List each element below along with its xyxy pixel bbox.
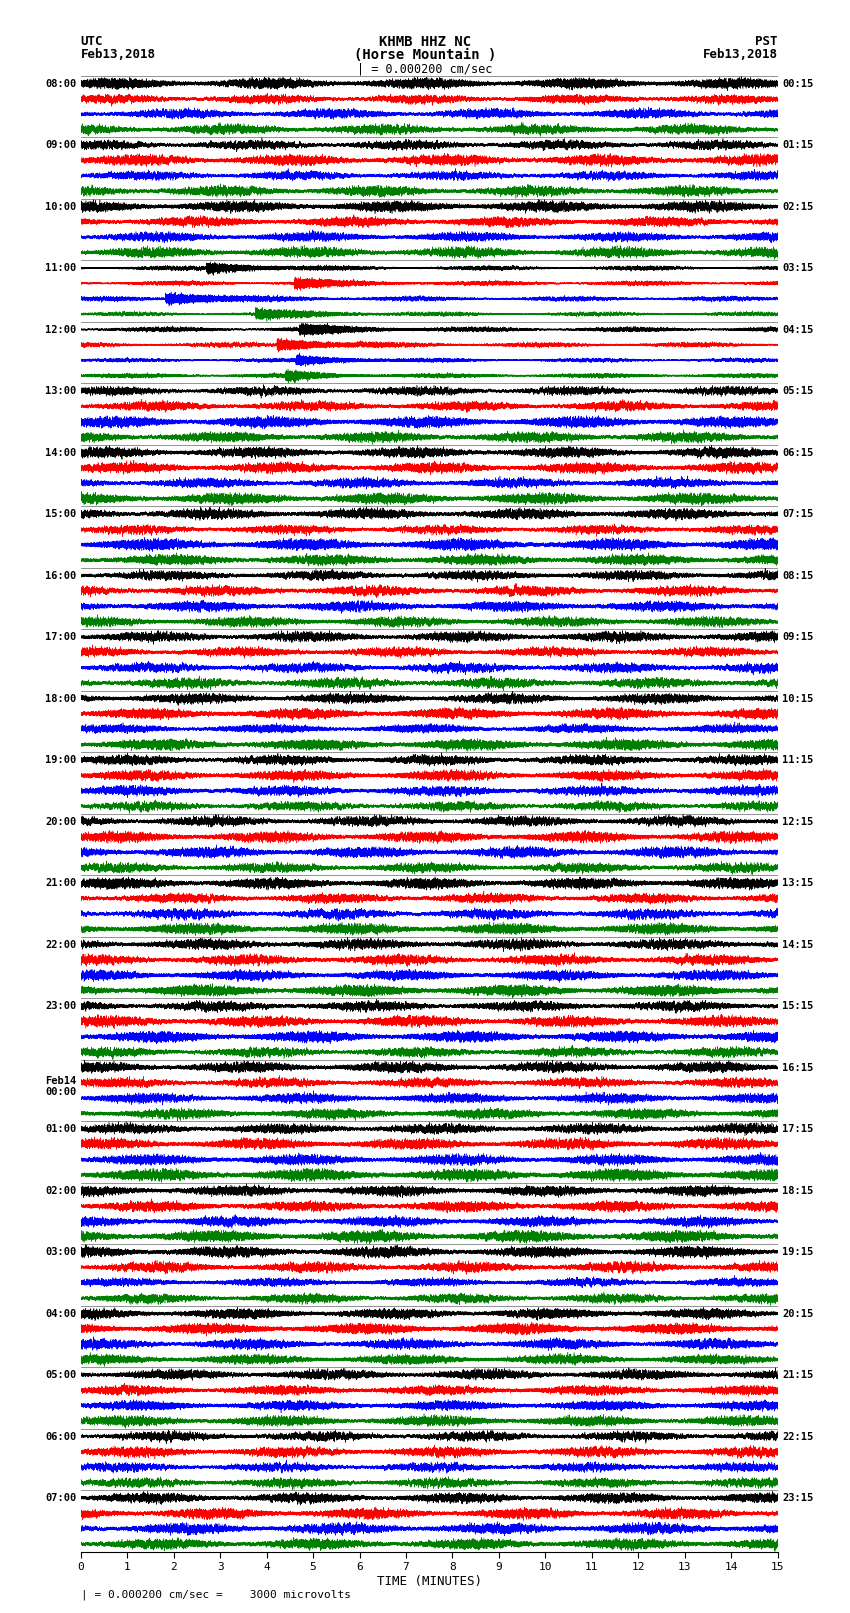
Text: 05:15: 05:15 — [782, 386, 813, 397]
Text: 10:15: 10:15 — [782, 694, 813, 703]
Text: 22:00: 22:00 — [45, 940, 76, 950]
Text: 13:00: 13:00 — [45, 386, 76, 397]
Text: 15:00: 15:00 — [45, 510, 76, 519]
Text: 20:00: 20:00 — [45, 816, 76, 827]
Text: (Horse Mountain ): (Horse Mountain ) — [354, 48, 496, 63]
Text: 07:15: 07:15 — [782, 510, 813, 519]
Text: 18:00: 18:00 — [45, 694, 76, 703]
Text: 17:00: 17:00 — [45, 632, 76, 642]
Text: 04:00: 04:00 — [45, 1308, 76, 1319]
Text: 02:15: 02:15 — [782, 202, 813, 211]
Text: 22:15: 22:15 — [782, 1432, 813, 1442]
Text: 09:15: 09:15 — [782, 632, 813, 642]
Text: Feb13,2018: Feb13,2018 — [703, 48, 778, 61]
Text: UTC: UTC — [81, 35, 103, 48]
Text: 20:15: 20:15 — [782, 1308, 813, 1319]
Text: 00:15: 00:15 — [782, 79, 813, 89]
Text: 17:15: 17:15 — [782, 1124, 813, 1134]
Text: 06:00: 06:00 — [45, 1432, 76, 1442]
Text: | = 0.000200 cm/sec: | = 0.000200 cm/sec — [357, 63, 493, 76]
Text: | = 0.000200 cm/sec =    3000 microvolts: | = 0.000200 cm/sec = 3000 microvolts — [81, 1589, 351, 1600]
Text: 12:00: 12:00 — [45, 324, 76, 336]
Text: 23:15: 23:15 — [782, 1494, 813, 1503]
Text: 19:00: 19:00 — [45, 755, 76, 765]
Text: 01:00: 01:00 — [45, 1124, 76, 1134]
Text: 05:00: 05:00 — [45, 1369, 76, 1381]
Text: 19:15: 19:15 — [782, 1247, 813, 1257]
Text: Feb14
00:00: Feb14 00:00 — [45, 1076, 76, 1097]
Text: 07:00: 07:00 — [45, 1494, 76, 1503]
Text: KHMB HHZ NC: KHMB HHZ NC — [379, 35, 471, 50]
Text: 21:00: 21:00 — [45, 877, 76, 889]
Text: 16:00: 16:00 — [45, 571, 76, 581]
Text: 23:00: 23:00 — [45, 1002, 76, 1011]
Text: 14:00: 14:00 — [45, 448, 76, 458]
Text: PST: PST — [756, 35, 778, 48]
Text: 09:00: 09:00 — [45, 140, 76, 150]
Text: 10:00: 10:00 — [45, 202, 76, 211]
Text: 01:15: 01:15 — [782, 140, 813, 150]
Text: Feb13,2018: Feb13,2018 — [81, 48, 156, 61]
Text: 14:15: 14:15 — [782, 940, 813, 950]
Text: 08:15: 08:15 — [782, 571, 813, 581]
Text: 18:15: 18:15 — [782, 1186, 813, 1195]
Text: 02:00: 02:00 — [45, 1186, 76, 1195]
Text: 04:15: 04:15 — [782, 324, 813, 336]
Text: 15:15: 15:15 — [782, 1002, 813, 1011]
X-axis label: TIME (MINUTES): TIME (MINUTES) — [377, 1574, 482, 1587]
Text: 03:00: 03:00 — [45, 1247, 76, 1257]
Text: 03:15: 03:15 — [782, 263, 813, 273]
Text: 13:15: 13:15 — [782, 877, 813, 889]
Text: 12:15: 12:15 — [782, 816, 813, 827]
Text: 16:15: 16:15 — [782, 1063, 813, 1073]
Text: 08:00: 08:00 — [45, 79, 76, 89]
Text: 11:00: 11:00 — [45, 263, 76, 273]
Text: 06:15: 06:15 — [782, 448, 813, 458]
Text: 11:15: 11:15 — [782, 755, 813, 765]
Text: 21:15: 21:15 — [782, 1369, 813, 1381]
